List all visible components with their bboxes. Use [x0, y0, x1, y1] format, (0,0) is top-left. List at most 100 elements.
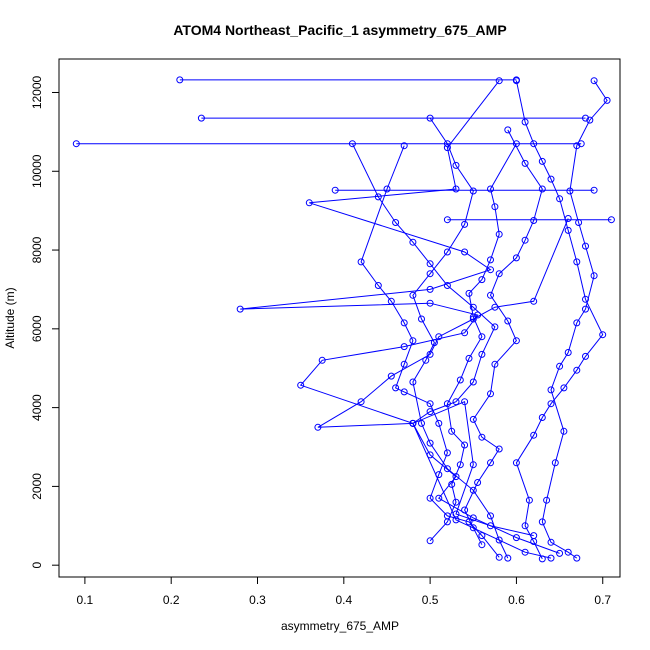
data-point	[487, 512, 494, 520]
data-point	[357, 398, 365, 406]
data-point	[452, 185, 460, 193]
data-point	[443, 144, 451, 152]
data-point	[469, 486, 477, 494]
data-point	[495, 230, 503, 238]
data-point	[72, 140, 80, 148]
series-profile	[236, 77, 538, 540]
data-point	[504, 554, 512, 562]
data-point	[547, 386, 555, 394]
data-point	[582, 114, 589, 122]
data-point	[521, 522, 529, 530]
data-point	[374, 282, 382, 289]
series-line	[429, 143, 517, 542]
data-point	[564, 349, 572, 356]
data-point	[573, 554, 581, 562]
data-point	[465, 354, 473, 362]
series-profile	[357, 142, 503, 561]
y-tick-label: 8000	[30, 236, 44, 263]
data-point	[443, 449, 451, 457]
data-point	[582, 352, 589, 360]
data-point	[461, 329, 469, 337]
data-point	[577, 140, 585, 148]
data-point	[564, 215, 572, 222]
data-point	[478, 433, 486, 441]
data-point	[512, 254, 520, 262]
data-point	[197, 114, 205, 122]
data-point	[305, 199, 313, 207]
series-profile	[538, 77, 611, 562]
data-point	[607, 216, 615, 224]
data-point	[383, 185, 391, 193]
data-point	[566, 187, 574, 195]
data-point	[409, 378, 417, 386]
data-point	[487, 390, 494, 398]
data-point	[443, 248, 451, 256]
data-point	[426, 350, 434, 358]
data-point	[426, 494, 434, 502]
data-point	[392, 384, 400, 392]
data-point	[590, 77, 598, 85]
data-point	[469, 415, 477, 423]
data-point	[461, 220, 469, 228]
data-point	[495, 77, 503, 85]
data-point	[556, 195, 564, 203]
series-line	[541, 80, 608, 559]
data-point	[573, 142, 581, 150]
data-point	[387, 372, 395, 380]
x-tick-label: 0.1	[77, 593, 94, 607]
data-point	[443, 282, 451, 289]
data-point	[495, 553, 503, 561]
data-point	[487, 522, 494, 530]
data-point	[465, 289, 473, 297]
data-point	[469, 524, 477, 532]
x-tick-label: 0.3	[249, 593, 266, 607]
x-tick-label: 0.7	[594, 593, 611, 607]
data-point	[435, 333, 443, 341]
x-axis: 0.1 0.2 0.3 0.4 0.5 0.6 0.7	[77, 576, 611, 607]
data-point	[512, 337, 520, 345]
series-line	[317, 218, 569, 559]
data-point	[478, 276, 486, 284]
data-point	[487, 459, 494, 467]
data-point	[512, 459, 520, 467]
data-point	[521, 548, 529, 556]
data-point	[478, 541, 486, 549]
data-point	[469, 378, 477, 386]
data-point	[400, 142, 408, 150]
data-point	[547, 538, 555, 546]
data-point	[469, 303, 477, 311]
data-point	[448, 427, 456, 435]
data-point	[512, 534, 520, 542]
data-point	[461, 441, 469, 449]
data-point	[461, 398, 469, 406]
data-point	[314, 423, 322, 431]
series-line	[360, 145, 500, 558]
y-axis-label: Altitude (m)	[3, 287, 17, 348]
data-point	[491, 323, 499, 331]
series-profile	[197, 114, 589, 122]
data-point	[530, 532, 538, 540]
data-point	[452, 498, 460, 506]
data-point	[452, 161, 460, 169]
data-point	[487, 185, 494, 193]
y-axis: 0 2000 4000 6000 8000 10000 12000	[30, 75, 60, 569]
x-tick-label: 0.4	[335, 593, 352, 607]
data-point	[318, 356, 326, 364]
data-point	[357, 258, 365, 266]
data-point	[590, 186, 598, 194]
data-point	[392, 219, 400, 226]
y-tick-label: 4000	[30, 394, 44, 421]
data-point	[176, 76, 184, 84]
series-profile	[72, 140, 585, 148]
series-line	[240, 80, 534, 537]
data-point	[297, 381, 305, 389]
data-point	[469, 514, 477, 522]
data-point	[418, 419, 425, 427]
chart-title: ATOM4 Northeast_Pacific_1 asymmetry_675_…	[173, 22, 506, 38]
data-point	[487, 256, 494, 264]
data-point	[426, 260, 434, 268]
data-point	[560, 384, 568, 392]
data-point	[530, 217, 538, 224]
